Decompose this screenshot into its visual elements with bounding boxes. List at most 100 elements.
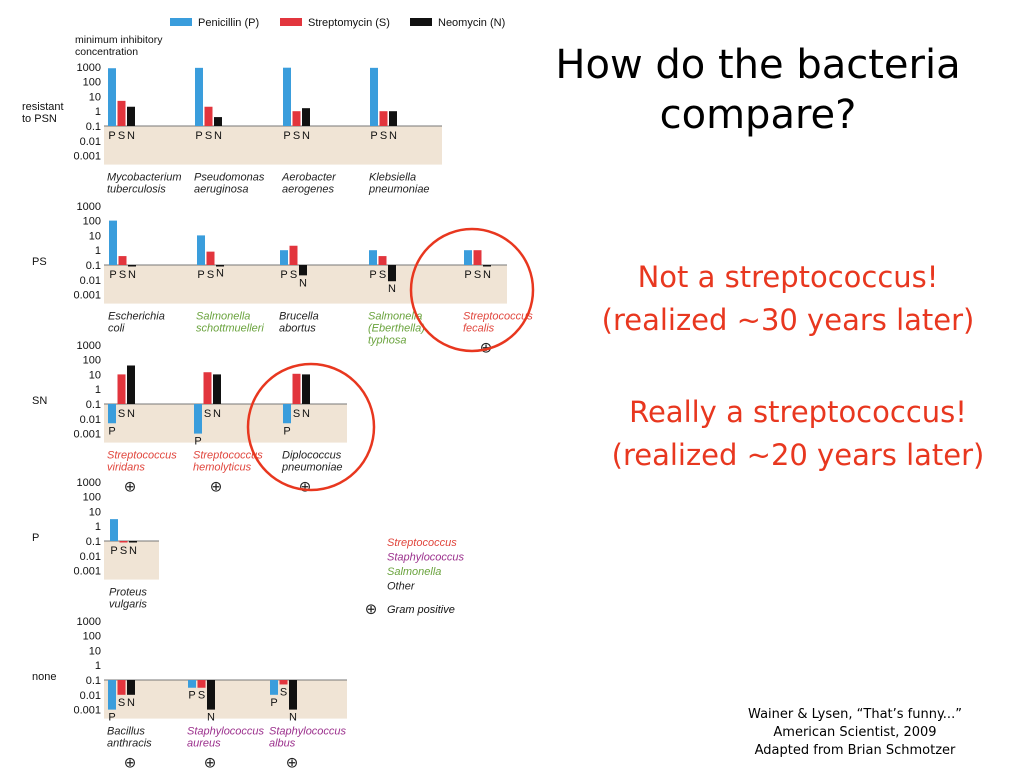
bar-n bbox=[127, 680, 135, 695]
bar-p bbox=[108, 404, 116, 424]
y-tick-label: 10 bbox=[89, 645, 101, 657]
highlight-circle-diplococcus bbox=[246, 362, 376, 492]
bar-letter: N bbox=[214, 130, 222, 142]
bar-p bbox=[108, 68, 116, 126]
y-tick-label: 1 bbox=[95, 660, 101, 672]
bar-p bbox=[195, 67, 203, 126]
negative-region bbox=[104, 541, 159, 580]
bacterium-name: Streptococcus bbox=[463, 311, 533, 323]
bar-s bbox=[378, 256, 387, 265]
bar-p bbox=[369, 250, 377, 265]
bar-n bbox=[127, 106, 135, 126]
bar-n bbox=[128, 265, 136, 267]
bar-letter: N bbox=[302, 130, 310, 142]
legend-label-p: Penicillin (P) bbox=[198, 17, 259, 29]
bar-p bbox=[270, 680, 278, 695]
bar-p bbox=[108, 680, 116, 710]
bacterium-name: Streptococcus bbox=[107, 450, 177, 462]
bar-letter: N bbox=[129, 545, 137, 557]
bar-letter: N bbox=[213, 408, 221, 420]
bar-letter: S bbox=[293, 408, 300, 420]
bacterium-name: Brucella bbox=[279, 311, 319, 323]
bar-letter: S bbox=[293, 130, 300, 142]
bar-n bbox=[289, 680, 297, 710]
bar-letter: S bbox=[380, 130, 387, 142]
bacterium-name: tuberculosis bbox=[107, 184, 166, 196]
y-tick-label: 100 bbox=[83, 77, 101, 89]
bacterium-name: Salmonella bbox=[196, 311, 250, 323]
row-label: to PSN bbox=[22, 113, 57, 125]
bar-s bbox=[204, 106, 213, 126]
bacterium-name: aeruginosa bbox=[194, 184, 248, 196]
gram-positive-icon: ⊕ bbox=[210, 478, 223, 496]
bar-letter: N bbox=[289, 712, 297, 724]
bacterium-name: schottmuelleri bbox=[196, 323, 264, 335]
citation-line: Adapted from Brian Schmotzer bbox=[754, 743, 956, 758]
bar-s bbox=[117, 374, 126, 404]
bar-letter: P bbox=[270, 697, 277, 709]
y-tick-label: 0.01 bbox=[80, 136, 101, 148]
bar-s bbox=[117, 100, 126, 126]
bar-letter: S bbox=[290, 269, 297, 281]
y-tick-label: 0.1 bbox=[86, 399, 101, 411]
row-label: none bbox=[32, 671, 56, 683]
bar-letter: N bbox=[302, 408, 310, 420]
bar-letter: S bbox=[204, 408, 211, 420]
legend-label-n: Neomycin (N) bbox=[438, 17, 505, 29]
y-tick-label: 1000 bbox=[77, 62, 101, 74]
bar-n bbox=[302, 374, 310, 404]
bacterium-name: Klebsiella bbox=[369, 172, 416, 184]
gram-positive-icon: ⊕ bbox=[124, 754, 137, 768]
bar-letter: S bbox=[205, 130, 212, 142]
y-tick-label: 1000 bbox=[77, 477, 101, 489]
bar-p bbox=[280, 250, 288, 265]
bar-n bbox=[389, 111, 397, 126]
citation-line: American Scientist, 2009 bbox=[773, 725, 937, 740]
bacterium-name: aureus bbox=[187, 738, 221, 750]
bar-letter: S bbox=[118, 130, 125, 142]
bacterium-name: hemolyticus bbox=[193, 462, 252, 474]
bar-letter: P bbox=[197, 269, 204, 281]
y-tick-label: 0.01 bbox=[80, 690, 101, 702]
gram-positive-icon: ⊕ bbox=[286, 754, 299, 768]
bacterium-name: Staphylococcus bbox=[269, 726, 347, 738]
bacterium-name: fecalis bbox=[463, 323, 495, 335]
bar-letter: P bbox=[110, 545, 117, 557]
bacterium-name: Pseudomonas bbox=[194, 172, 265, 184]
bar-letter: P bbox=[194, 436, 201, 448]
y-tick-label: 100 bbox=[83, 631, 101, 643]
annotation-line: (realized ~30 years later) bbox=[601, 303, 975, 337]
bar-s bbox=[197, 680, 206, 688]
legend-swatch-p bbox=[170, 18, 192, 26]
bar-s bbox=[203, 372, 212, 404]
citation-line: Wainer & Lysen, “That’s funny...” bbox=[748, 707, 962, 722]
type-legend-salmonella: Salmonella bbox=[387, 566, 441, 578]
y-tick-label: 10 bbox=[89, 369, 101, 381]
bacterium-name: abortus bbox=[279, 323, 316, 335]
y-tick-label: 0.001 bbox=[73, 290, 101, 302]
bar-letter: S bbox=[207, 269, 214, 281]
bacterium-name: Diplococcus bbox=[282, 450, 342, 462]
bacterium-name: pneumoniae bbox=[281, 462, 343, 474]
bacterium-name: Mycobacterium bbox=[107, 172, 182, 184]
y-tick-label: 1000 bbox=[77, 340, 101, 352]
bacterium-name: albus bbox=[269, 738, 296, 750]
bar-letter: N bbox=[207, 712, 215, 724]
bar-letter: N bbox=[388, 283, 396, 295]
bar-letter: N bbox=[389, 130, 397, 142]
bar-letter: P bbox=[464, 269, 471, 281]
bar-letter: P bbox=[195, 130, 202, 142]
bar-letter: P bbox=[283, 425, 290, 437]
bar-n bbox=[129, 541, 137, 543]
bar-p bbox=[110, 519, 118, 541]
y-axis-title: minimum inhibitory bbox=[75, 34, 163, 46]
bar-letter: N bbox=[127, 408, 135, 420]
bar-n bbox=[216, 265, 224, 267]
y-tick-label: 0.001 bbox=[73, 566, 101, 578]
bar-letter: N bbox=[127, 697, 135, 709]
type-legend-streptococcus: Streptococcus bbox=[387, 537, 457, 549]
bar-p bbox=[464, 250, 472, 265]
bar-letter: N bbox=[128, 269, 136, 281]
y-tick-label: 1 bbox=[95, 245, 101, 257]
slide-title-text: How do the bacteria compare? bbox=[555, 42, 961, 138]
